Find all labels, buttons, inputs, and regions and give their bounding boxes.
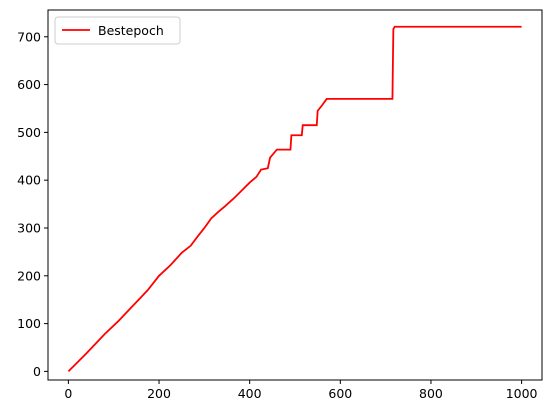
x-tick-label: 1000 <box>506 386 538 401</box>
x-tick-label: 0 <box>64 386 72 401</box>
y-tick-label: 100 <box>17 316 41 331</box>
y-tick-label: 200 <box>17 268 41 283</box>
y-tick-label: 600 <box>17 77 41 92</box>
legend-label-bestepoch: Bestepoch <box>98 23 164 38</box>
x-tick-label: 800 <box>419 386 443 401</box>
plot-area <box>47 9 543 381</box>
legend-box <box>54 16 181 45</box>
y-tick-label: 400 <box>17 173 41 188</box>
x-tick-label: 200 <box>147 386 171 401</box>
x-tick-label: 600 <box>328 386 352 401</box>
y-tick-label: 500 <box>17 125 41 140</box>
x-tick-label: 400 <box>238 386 262 401</box>
y-tick-label: 700 <box>17 29 41 44</box>
y-tick-label: 300 <box>17 220 41 235</box>
series-layer <box>67 25 522 373</box>
series-line-bestepoch <box>67 25 522 373</box>
y-axis-ticks: 0 100 200 300 400 500 600 700 <box>17 29 48 379</box>
x-axis-ticks: 0 200 400 600 800 1000 <box>64 380 538 401</box>
legend: Bestepoch <box>54 16 181 45</box>
y-tick-label: 0 <box>33 364 41 379</box>
